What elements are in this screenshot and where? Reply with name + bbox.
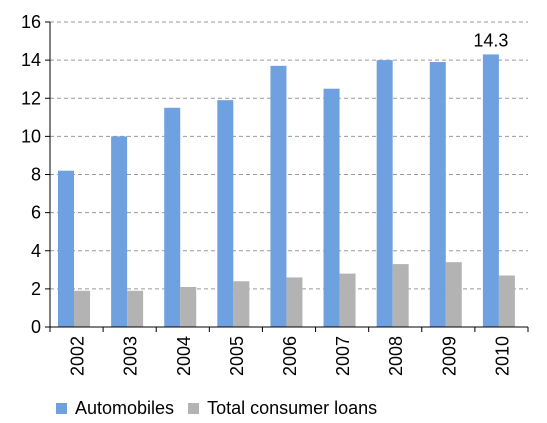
x-tick-label: 2005 bbox=[227, 336, 247, 376]
legend: Automobiles Total consumer loans bbox=[56, 398, 391, 419]
bar-total-consumer-loans-2004 bbox=[180, 286, 197, 327]
x-tick-label: 2010 bbox=[492, 336, 512, 376]
bar-total-consumer-loans-2003 bbox=[127, 290, 144, 327]
y-tick-label: 2 bbox=[31, 279, 41, 299]
legend-swatch-automobiles bbox=[56, 403, 67, 414]
bar-automobiles-2005 bbox=[217, 100, 234, 327]
bar-automobiles-2007 bbox=[323, 88, 340, 327]
x-tick-label: 2004 bbox=[174, 336, 194, 376]
x-tick-label: 2007 bbox=[333, 336, 353, 376]
legend-item-automobiles: Automobiles bbox=[56, 398, 174, 419]
bar-automobiles-2006 bbox=[270, 65, 287, 327]
legend-swatch-total-consumer-loans bbox=[188, 403, 200, 414]
x-tick-label: 2002 bbox=[68, 336, 88, 376]
bar-total-consumer-loans-2010 bbox=[498, 275, 515, 327]
x-tick-label: 2003 bbox=[121, 336, 141, 376]
axes bbox=[49, 22, 529, 332]
legend-label-total-consumer-loans: Total consumer loans bbox=[207, 398, 378, 418]
y-tick-label: 0 bbox=[31, 317, 41, 337]
x-tick-labels: 2002 2003 2004 2005 2006 2007 2008 2009 2010 bbox=[68, 336, 513, 376]
y-tick-label: 16 bbox=[21, 12, 41, 32]
y-tick-label: 8 bbox=[31, 165, 41, 185]
data-label: 14.3 bbox=[473, 30, 508, 50]
bar-total-consumer-loans-2008 bbox=[392, 264, 409, 327]
bar-automobiles-2004 bbox=[164, 107, 181, 327]
bar-automobiles-2002 bbox=[58, 170, 74, 327]
x-tick-label: 2006 bbox=[280, 336, 300, 376]
y-tick-label: 12 bbox=[21, 88, 41, 108]
bar-total-consumer-loans-2007 bbox=[339, 273, 356, 327]
bars bbox=[58, 54, 515, 327]
data-labels: 14.3 bbox=[473, 30, 508, 50]
bar-automobiles-2009 bbox=[429, 62, 446, 327]
bar-automobiles-2008 bbox=[376, 60, 393, 327]
legend-label-automobiles: Automobiles bbox=[75, 398, 175, 418]
legend-item-total-consumer-loans: Total consumer loans bbox=[188, 398, 377, 419]
y-tick-label: 4 bbox=[31, 241, 41, 261]
x-tick-label: 2009 bbox=[439, 336, 459, 376]
x-tick-label: 2008 bbox=[386, 336, 406, 376]
gridlines bbox=[45, 21, 528, 328]
bar-total-consumer-loans-2006 bbox=[286, 277, 303, 327]
y-tick-label: 10 bbox=[21, 126, 41, 146]
y-tick-labels: 0 2 4 6 8 10 12 14 16 bbox=[21, 12, 41, 337]
bar-total-consumer-loans-2005 bbox=[233, 281, 250, 327]
bar-total-consumer-loans-2009 bbox=[445, 262, 462, 327]
y-tick-label: 14 bbox=[21, 50, 41, 70]
bar-automobiles-2010 bbox=[482, 54, 499, 327]
bar-automobiles-2003 bbox=[111, 136, 128, 327]
y-tick-label: 6 bbox=[31, 203, 41, 223]
bar-total-consumer-loans-2002 bbox=[74, 290, 90, 327]
